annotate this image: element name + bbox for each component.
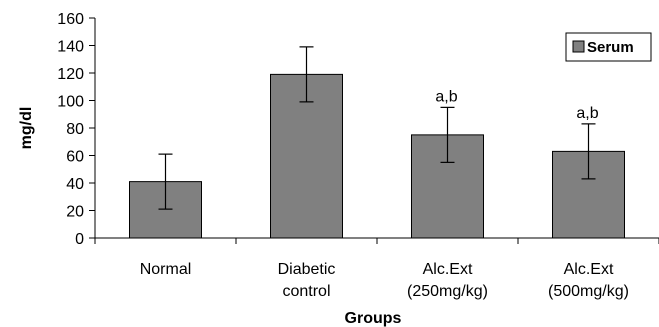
legend-swatch-serum — [572, 40, 585, 53]
y-tick-label: 160 — [57, 11, 84, 28]
x-category-label: Diabetic — [278, 261, 336, 278]
x-category-label: (250mg/kg) — [407, 283, 488, 300]
x-axis: Normal Diabetic control Alc.Ext (250mg/kg) Al… — [94, 237, 659, 300]
y-axis-title: mg/dl — [18, 107, 35, 150]
x-category-label: Normal — [140, 261, 192, 278]
significance-label: a,b — [576, 105, 598, 122]
legend: Serum — [565, 32, 652, 62]
y-tick-label: 40 — [66, 176, 84, 193]
legend-label-serum: Serum — [587, 39, 634, 56]
x-category-label: Alc.Ext — [564, 261, 614, 278]
y-tick-label: 100 — [57, 94, 84, 111]
y-tick-label: 120 — [57, 66, 84, 83]
y-axis: 0 20 40 60 80 100 120 140 160 — [57, 11, 96, 248]
y-tick-label: 0 — [75, 231, 84, 248]
y-tick-label: 80 — [66, 121, 84, 138]
x-category-label: (500mg/kg) — [548, 283, 629, 300]
annotations: a,b a,b — [435, 88, 598, 122]
y-tick-label: 20 — [66, 204, 84, 221]
x-category-label: control — [282, 283, 330, 300]
bars — [129, 73, 625, 239]
x-category-label: Alc.Ext — [423, 261, 473, 278]
x-axis-title: Groups — [345, 310, 402, 327]
y-tick-label: 140 — [57, 39, 84, 56]
significance-label: a,b — [435, 88, 457, 105]
error-bars — [158, 46, 596, 210]
y-tick-label: 60 — [66, 149, 84, 166]
